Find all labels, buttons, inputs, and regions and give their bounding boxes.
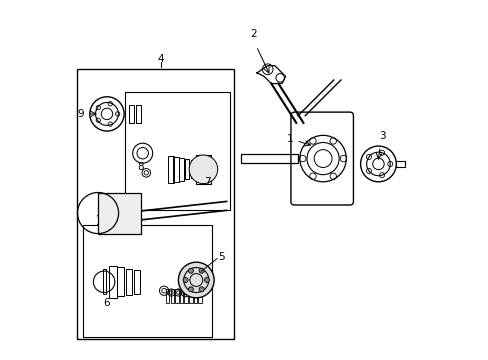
Circle shape [178, 262, 214, 298]
Circle shape [188, 287, 193, 292]
Bar [117, 267, 124, 296]
Circle shape [199, 268, 203, 273]
Text: 6: 6 [103, 298, 110, 308]
Bar [173, 157, 179, 181]
Bar [193, 289, 197, 303]
FancyBboxPatch shape [290, 112, 353, 205]
Bar [125, 269, 132, 295]
Text: 5: 5 [218, 252, 224, 262]
Bar [170, 289, 174, 303]
Text: 7: 7 [203, 177, 210, 187]
Bar [241, 154, 298, 163]
Polygon shape [265, 55, 308, 109]
Circle shape [188, 268, 193, 273]
Bar [135, 105, 140, 123]
Circle shape [189, 155, 217, 184]
Circle shape [183, 278, 188, 283]
Text: 1: 1 [286, 134, 293, 144]
Bar [189, 289, 192, 303]
Bar [184, 289, 188, 303]
Bar [129, 105, 134, 123]
Bar [175, 289, 179, 303]
Bar [102, 269, 106, 294]
Bar [83, 225, 211, 337]
Bar [395, 161, 405, 167]
Bar [184, 159, 189, 180]
Bar [180, 289, 183, 303]
Bar [108, 266, 116, 298]
Text: 2: 2 [249, 28, 256, 39]
Bar [190, 160, 194, 179]
Bar [167, 156, 174, 183]
Circle shape [199, 287, 203, 292]
Circle shape [204, 278, 209, 283]
Bar [134, 270, 140, 294]
Bar [179, 158, 184, 180]
Bar [196, 155, 210, 184]
Bar [98, 193, 141, 234]
Bar [165, 289, 169, 303]
Bar [77, 69, 233, 339]
Bar [198, 289, 202, 303]
Text: 8: 8 [137, 162, 144, 172]
Text: 9: 9 [78, 109, 84, 119]
Bar [124, 93, 230, 210]
Text: 3: 3 [379, 131, 385, 141]
Text: 4: 4 [157, 54, 163, 64]
